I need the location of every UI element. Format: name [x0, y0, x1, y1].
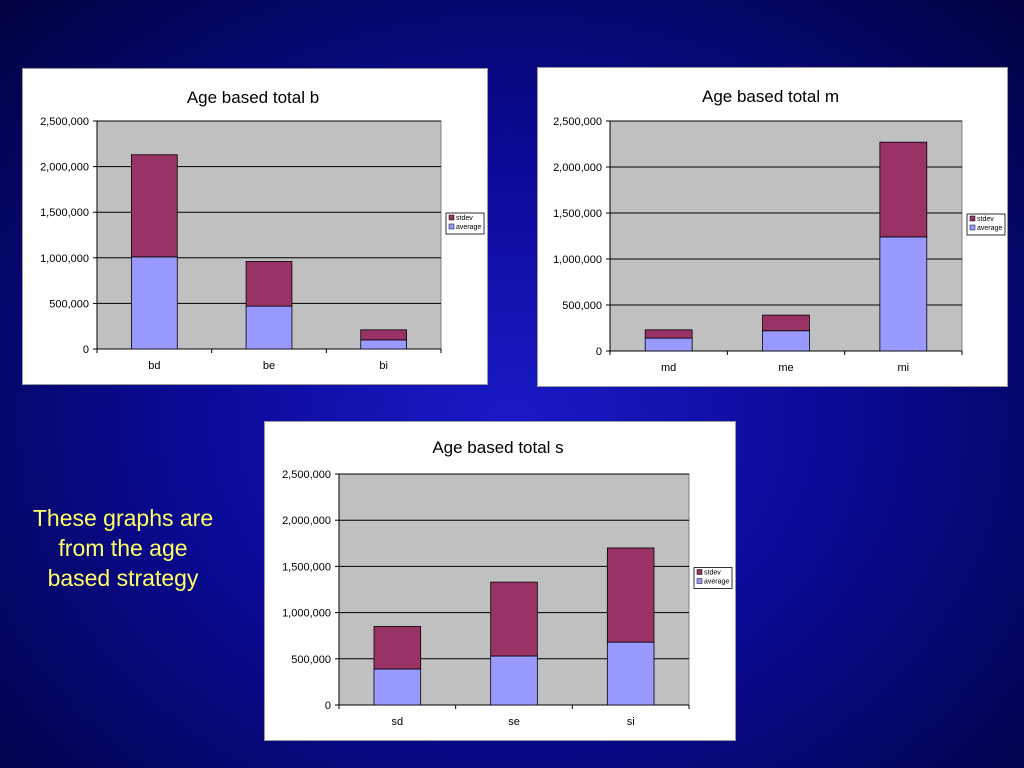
bar-stdev-bd [131, 154, 178, 258]
legend-box [966, 213, 1006, 236]
y-tick-label: 1,000,000 [282, 608, 331, 620]
bar-stdev-si [606, 547, 655, 643]
bar-average-se [490, 655, 538, 706]
bar-average-si [606, 641, 655, 706]
bar-average-mi [879, 236, 928, 352]
y-tick-label: 1,500,000 [40, 207, 89, 219]
chart-svg: Age based total s 0 500,000 1,000,000 1,500,… [282, 438, 733, 728]
x-tick-label: se [508, 716, 520, 728]
y-tick-label: 1,500,000 [553, 208, 602, 220]
bar-stdev-me [762, 314, 810, 332]
x-tick-label: me [778, 362, 793, 374]
legend: stdev average [693, 567, 733, 589]
legend-box [693, 567, 733, 589]
y-tick-label: 500,000 [562, 300, 602, 312]
bar-average-me [762, 330, 810, 352]
legend: stdev average [966, 213, 1006, 236]
x-tick-label: be [263, 360, 275, 372]
legend: stdev average [445, 212, 485, 235]
chart-panel-s: Age based total s 0 500,000 1,000,000 1,500,… [264, 421, 736, 741]
chart-svg: Age based total b 0 500,000 1,000,000 1,500,… [40, 88, 485, 372]
legend-label-stdev: stdev [977, 216, 994, 223]
legend-swatch-average [448, 223, 455, 230]
legend-label-average: average [977, 225, 1002, 232]
bar-average-sd [373, 668, 422, 706]
legend-swatch-stdev [448, 214, 455, 221]
x-tick-label: si [627, 716, 635, 728]
x-tick-label: md [661, 362, 676, 374]
legend-label-average: average [704, 579, 729, 586]
x-tick-label: bd [148, 360, 160, 372]
chart-title: Age based total m [702, 87, 839, 106]
chart-panel-b: Age based total b 0 500,000 1,000,000 1,500,… [22, 68, 488, 385]
bar-average-md [644, 337, 693, 352]
y-tick-label: 2,000,000 [553, 162, 602, 174]
bar-average-bi [360, 339, 408, 350]
bar-stdev-se [490, 581, 538, 657]
bar-average-be [245, 305, 293, 350]
y-tick-label: 1,000,000 [40, 253, 89, 265]
chart-title: Age based total b [187, 88, 319, 107]
y-tick-label: 2,500,000 [40, 116, 89, 128]
legend-label-stdev: stdev [456, 215, 473, 222]
y-tick-label: 2,500,000 [282, 469, 331, 481]
x-tick-label: mi [898, 362, 910, 374]
legend-swatch-average [696, 578, 703, 584]
y-tick-label: 500,000 [49, 298, 89, 310]
y-tick-label: 0 [325, 700, 331, 712]
y-tick-label: 0 [83, 344, 89, 356]
chart-title: Age based total s [432, 438, 563, 457]
y-tick-label: 0 [596, 346, 602, 358]
legend-label-stdev: stdev [704, 570, 721, 577]
bar-stdev-md [644, 329, 693, 339]
legend-swatch-stdev [969, 215, 976, 222]
bar-stdev-mi [879, 141, 928, 238]
y-tick-label: 1,000,000 [553, 254, 602, 266]
y-tick-label: 2,500,000 [553, 116, 602, 128]
legend-swatch-average [969, 224, 976, 231]
legend-label-average: average [456, 224, 481, 231]
x-tick-label: bi [379, 360, 388, 372]
chart-svg: Age based total m 0 500,000 1,000,000 1,500,… [553, 87, 1006, 374]
y-tick-label: 500,000 [291, 654, 331, 666]
legend-box [445, 212, 485, 235]
legend-swatch-stdev [696, 569, 703, 575]
y-tick-label: 2,000,000 [282, 515, 331, 527]
bar-stdev-be [245, 261, 293, 307]
bar-stdev-sd [373, 626, 422, 670]
y-tick-label: 2,000,000 [40, 162, 89, 174]
x-tick-label: sd [392, 716, 404, 728]
bar-average-bd [131, 256, 178, 350]
y-tick-label: 1,500,000 [282, 561, 331, 573]
slide-caption: These graphs are from the age based stra… [32, 505, 214, 591]
bar-stdev-bi [360, 329, 408, 341]
chart-panel-m: Age based total m 0 500,000 1,000,000 1,500,… [537, 67, 1008, 387]
